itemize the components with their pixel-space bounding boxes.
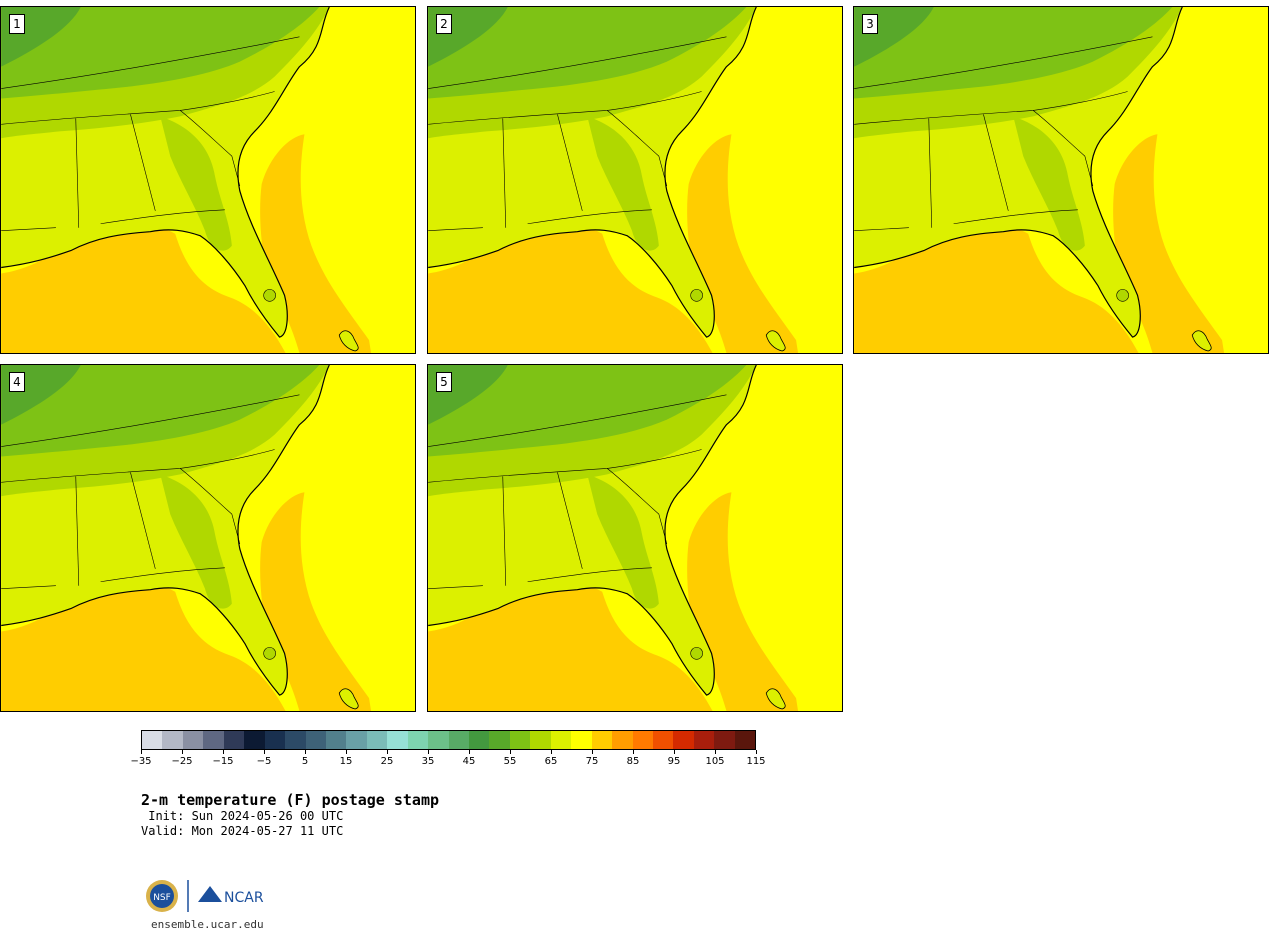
panel-label: 2 (436, 14, 452, 34)
colorbar-swatch (734, 731, 756, 749)
panel-label: 5 (436, 372, 452, 392)
colorbar-tick-label: −15 (212, 756, 234, 767)
colorbar-tick-label: 15 (339, 756, 353, 767)
colorbar-swatch (346, 731, 367, 749)
colorbar-swatch (591, 731, 613, 749)
colorbar-swatch (714, 731, 735, 749)
colorbar-swatch (244, 731, 265, 749)
init-time: Init: Sun 2024-05-26 00 UTC (141, 809, 344, 823)
colorbar-swatch (264, 731, 286, 749)
colorbar-tick (141, 750, 142, 754)
colorbar-swatch (693, 731, 715, 749)
map-1 (1, 7, 415, 353)
colorbar-tick-label: 95 (667, 756, 681, 767)
logos: NSF NCAR (144, 876, 284, 916)
colorbar-swatch (612, 731, 633, 749)
colorbar-swatch (142, 731, 163, 749)
colorbar-swatch (428, 731, 449, 749)
panel-label: 3 (862, 14, 878, 34)
map-panel-5: 5 (427, 364, 843, 712)
colorbar-tick (551, 750, 552, 754)
map-5 (428, 365, 842, 711)
colorbar-tick-label: −5 (256, 756, 272, 767)
colorbar-swatch (223, 731, 245, 749)
colorbar-tick-label: 45 (462, 756, 476, 767)
colorbar-swatch (509, 731, 531, 749)
footer-url: ensemble.ucar.edu (151, 918, 264, 931)
svg-text:NCAR: NCAR (224, 890, 264, 906)
colorbar-tick-label: −25 (171, 756, 193, 767)
colorbar-tick (674, 750, 675, 754)
colorbar-tick-label: 65 (544, 756, 558, 767)
colorbar-tick (182, 750, 183, 754)
colorbar-swatch (652, 731, 674, 749)
colorbar-tick (469, 750, 470, 754)
panel-label: 4 (9, 372, 25, 392)
colorbar-swatch (469, 731, 490, 749)
colorbar-swatch (448, 731, 469, 749)
colorbar-swatch (182, 731, 204, 749)
map-panel-1: 1 (0, 6, 416, 354)
colorbar-swatch (550, 731, 572, 749)
colorbar-swatch (530, 731, 551, 749)
colorbar-swatch (366, 731, 388, 749)
map-panel-2: 2 (427, 6, 843, 354)
colorbar-tick (223, 750, 224, 754)
colorbar (141, 730, 756, 750)
colorbar-swatch (387, 731, 408, 749)
map-panel-4: 4 (0, 364, 416, 712)
colorbar-tick (428, 750, 429, 754)
colorbar-tick (346, 750, 347, 754)
colorbar-tick (715, 750, 716, 754)
colorbar-tick (264, 750, 265, 754)
nsf-logo-icon: NSF NCAR (146, 880, 264, 912)
colorbar-tick-label: 55 (503, 756, 517, 767)
plot-title: 2-m temperature (F) postage stamp (141, 791, 440, 809)
valid-time: Valid: Mon 2024-05-27 11 UTC (141, 824, 344, 838)
colorbar-swatch (407, 731, 429, 749)
map-panel-3: 3 (853, 6, 1269, 354)
panel-label: 1 (9, 14, 25, 34)
colorbar-tick (305, 750, 306, 754)
colorbar-tick (756, 750, 757, 754)
colorbar-ticks: −35 −25 −15 −5 5 15 25 35 45 55 65 75 85 95 105 115 (130, 750, 766, 770)
colorbar-swatch (162, 731, 183, 749)
colorbar-tick-label: 35 (421, 756, 435, 767)
colorbar-tick (633, 750, 634, 754)
colorbar-swatch (673, 731, 694, 749)
colorbar-swatch (305, 731, 326, 749)
colorbar-swatch (632, 731, 653, 749)
colorbar-swatch (285, 731, 306, 749)
colorbar-tick (592, 750, 593, 754)
map-3 (854, 7, 1268, 353)
colorbar-swatch (571, 731, 592, 749)
map-2 (428, 7, 842, 353)
colorbar-tick-label: 105 (705, 756, 725, 767)
colorbar-tick-label: 5 (301, 756, 309, 767)
colorbar-swatch (325, 731, 347, 749)
colorbar-tick (510, 750, 511, 754)
colorbar-tick-label: 25 (380, 756, 394, 767)
colorbar-tick-label: 85 (626, 756, 640, 767)
colorbar-tick-label: 75 (585, 756, 599, 767)
colorbar-swatch (203, 731, 224, 749)
colorbar-tick-label: −35 (130, 756, 152, 767)
svg-text:NSF: NSF (153, 893, 171, 903)
colorbar-swatch (489, 731, 510, 749)
colorbar-tick (387, 750, 388, 754)
colorbar-tick-label: 115 (746, 756, 766, 767)
map-4 (1, 365, 415, 711)
